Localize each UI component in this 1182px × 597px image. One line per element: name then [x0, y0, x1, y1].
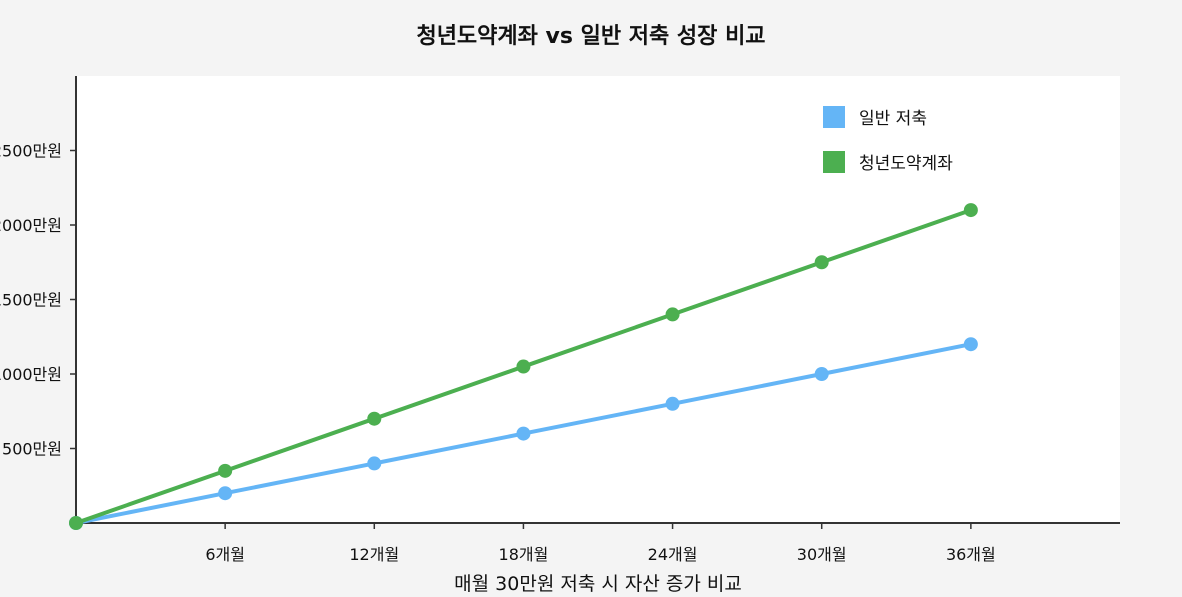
data-point — [367, 411, 382, 426]
data-point — [963, 203, 978, 218]
data-point — [367, 456, 382, 471]
chart-title: 청년도약계좌 vs 일반 저축 성장 비교 — [416, 24, 766, 49]
legend-label: 일반 저축 — [859, 109, 927, 129]
data-point — [516, 426, 531, 441]
y-tick-label: 500만원 — [2, 440, 62, 459]
y-tick-label: 1000만원 — [0, 365, 62, 384]
legend-swatch — [823, 106, 845, 128]
x-tick-label: 6개월 — [205, 545, 245, 564]
legend-label: 청년도약계좌 — [859, 154, 953, 174]
data-point — [665, 396, 680, 411]
x-axis-label: 매월 30만원 저축 시 자산 증가 비교 — [454, 573, 742, 595]
x-tick-label: 36개월 — [946, 545, 996, 564]
x-tick-label: 12개월 — [349, 545, 399, 564]
legend-swatch — [823, 151, 845, 173]
x-tick-label: 24개월 — [648, 545, 698, 564]
data-point — [218, 486, 233, 501]
data-point — [665, 307, 680, 322]
data-point — [218, 463, 233, 478]
plot-area — [76, 76, 1120, 523]
x-tick-label: 30개월 — [797, 545, 847, 564]
x-tick-label: 18개월 — [499, 545, 549, 564]
data-point — [814, 255, 829, 270]
data-point — [814, 367, 829, 381]
data-point — [516, 359, 531, 374]
y-tick-label: 1500만원 — [0, 291, 62, 310]
data-point — [69, 516, 83, 530]
y-tick-label: 2000만원 — [0, 216, 62, 235]
data-point — [963, 337, 978, 352]
y-tick-label: 2500만원 — [0, 142, 62, 161]
